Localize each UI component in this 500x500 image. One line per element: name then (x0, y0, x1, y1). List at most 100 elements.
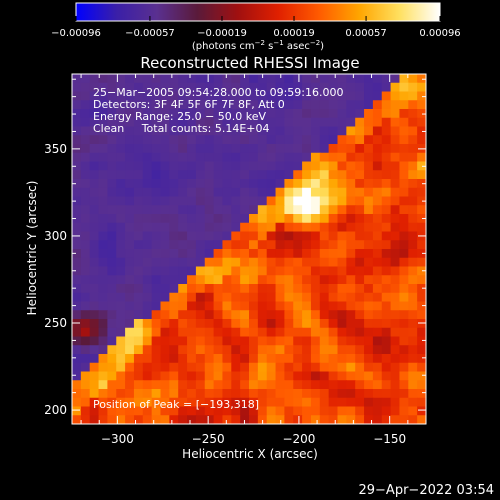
heatmap-cell (257, 292, 268, 303)
heatmap-cell (151, 292, 162, 303)
heatmap-cell (249, 214, 259, 224)
heatmap-cell (116, 257, 126, 268)
heatmap-cell (390, 117, 401, 128)
y-tick-label: 350 (44, 142, 67, 156)
heatmap-cell (310, 170, 321, 180)
heatmap-cell (266, 144, 277, 154)
heatmap-cell (195, 371, 206, 381)
heatmap-cell (195, 319, 206, 329)
heatmap-cell (125, 161, 135, 171)
heatmap-cell (364, 354, 374, 364)
heatmap-cell (399, 415, 409, 424)
heatmap-cell (72, 301, 82, 311)
heatmap-cell (80, 214, 91, 224)
heatmap-cell (178, 362, 188, 373)
heatmap-cell (381, 117, 392, 128)
heatmap-cell (204, 301, 215, 311)
heatmap-cell (187, 397, 197, 408)
heatmap-cell (160, 144, 170, 154)
heatmap-cell (328, 319, 339, 329)
heatmap-cell (151, 345, 162, 355)
heatmap-cell (89, 354, 100, 364)
heatmap-cell (302, 275, 312, 285)
heatmap-cell (355, 170, 365, 180)
heatmap-cell (160, 415, 170, 424)
heatmap-cell (337, 275, 347, 285)
heatmap-cell (125, 354, 135, 364)
heatmap-cell (125, 345, 135, 355)
heatmap-cell (89, 266, 100, 276)
heatmap-cell (346, 406, 356, 416)
heatmap-cell (257, 301, 268, 311)
heatmap-cell (231, 362, 241, 373)
heatmap-cell (213, 362, 224, 373)
heatmap-cell (231, 336, 241, 346)
heatmap-cell (160, 249, 170, 259)
heatmap-cell (231, 109, 241, 119)
heatmap-cell (381, 327, 392, 338)
colorbar-tick-label: 0.00057 (345, 28, 386, 39)
heatmap-cell (178, 126, 188, 136)
heatmap-cell (125, 371, 135, 381)
heatmap-cell (142, 345, 153, 355)
heatmap-cell (72, 179, 82, 189)
heatmap-cell (80, 231, 91, 241)
heatmap-cell (399, 301, 409, 311)
heatmap-cell (310, 266, 321, 276)
heatmap-cell (195, 310, 206, 320)
heatmap-cell (257, 327, 268, 338)
heatmap-cell (417, 187, 426, 198)
heatmap-cell (302, 100, 312, 110)
heatmap-cell (72, 187, 82, 198)
heatmap-cell (98, 301, 108, 311)
heatmap-cell (293, 74, 303, 84)
heatmap-cell (195, 91, 206, 101)
heatmap-cell (249, 135, 259, 145)
heatmap-cell (266, 240, 277, 250)
heatmap-cell (275, 82, 285, 93)
heatmap-cell (178, 301, 188, 311)
heatmap-cell (178, 319, 188, 329)
heatmap-cell (107, 240, 117, 250)
heatmap-cell (257, 240, 268, 250)
heatmap-cell (169, 100, 179, 110)
heatmap-cell (80, 354, 91, 364)
heatmap-cell (319, 240, 330, 250)
heatmap-cell (310, 152, 321, 163)
heatmap-cell (169, 74, 179, 84)
heatmap-cell (364, 249, 374, 259)
heatmap-cell (116, 415, 126, 424)
heatmap-cell (204, 152, 215, 163)
heatmap-cell (249, 144, 259, 154)
heatmap-cell (399, 240, 409, 250)
heatmap-cell (257, 126, 268, 136)
heatmap-cell (399, 161, 409, 171)
heatmap-cell (302, 380, 312, 390)
heatmap-cell (293, 205, 303, 215)
heatmap-cell (133, 126, 144, 136)
heatmap-cell (125, 152, 135, 163)
heatmap-cell (266, 117, 277, 128)
heatmap-cell (133, 336, 144, 346)
heatmap-cell (142, 319, 153, 329)
heatmap-cell (364, 415, 374, 424)
plot-frame (71, 73, 427, 425)
heatmap-cell (133, 214, 144, 224)
heatmap-cell (72, 152, 82, 163)
heatmap-cell (80, 161, 91, 171)
heatmap-cell (381, 91, 392, 101)
heatmap-cell (116, 389, 126, 399)
heatmap-cell (355, 231, 365, 241)
heatmap-cell (231, 380, 241, 390)
heatmap-cell (408, 100, 418, 110)
heatmap-cell (160, 135, 170, 145)
heatmap-cell (169, 135, 179, 145)
heatmap-cell (151, 319, 162, 329)
heatmap-cell (364, 231, 374, 241)
heatmap-cell (125, 187, 135, 198)
heatmap-cell (142, 257, 153, 268)
heatmap-cell (240, 362, 250, 373)
heatmap-cell (133, 205, 144, 215)
heatmap-cell (72, 109, 82, 119)
heatmap-cell (98, 91, 108, 101)
